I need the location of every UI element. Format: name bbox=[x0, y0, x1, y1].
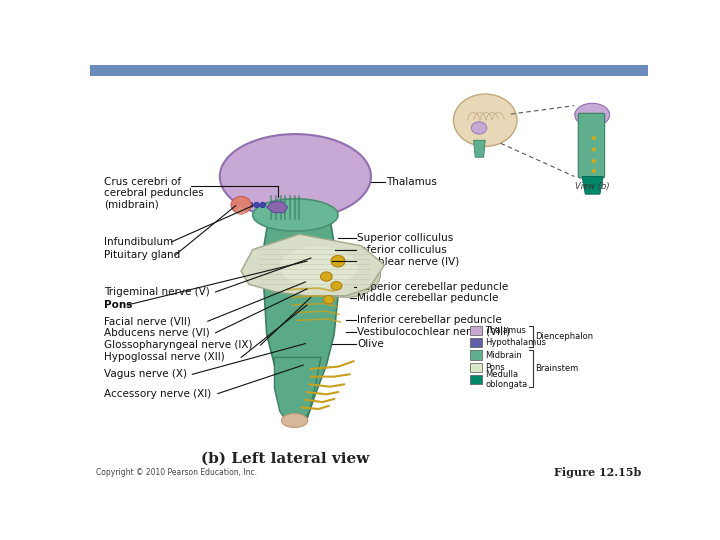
Polygon shape bbox=[262, 211, 338, 419]
Text: Pons: Pons bbox=[104, 300, 132, 310]
Text: Vagus nerve (X): Vagus nerve (X) bbox=[104, 369, 187, 379]
Text: Thalamus: Thalamus bbox=[485, 326, 526, 335]
Text: Facial nerve (VII): Facial nerve (VII) bbox=[104, 316, 191, 326]
Ellipse shape bbox=[254, 202, 259, 208]
Text: Figure 12.15b: Figure 12.15b bbox=[554, 468, 642, 478]
Text: Glossopharyngeal nerve (IX): Glossopharyngeal nerve (IX) bbox=[104, 340, 253, 350]
Text: View (b): View (b) bbox=[575, 182, 610, 191]
Ellipse shape bbox=[324, 295, 334, 304]
Text: Brainstem: Brainstem bbox=[535, 364, 578, 374]
Text: Vestibulocochlear nerve (VIII): Vestibulocochlear nerve (VIII) bbox=[357, 327, 510, 337]
Bar bbox=[469, 326, 482, 335]
Text: Crus cerebri of
cerebral peduncles
(midbrain): Crus cerebri of cerebral peduncles (midb… bbox=[104, 177, 204, 210]
Text: Copyright © 2010 Pearson Education, Inc.: Copyright © 2010 Pearson Education, Inc. bbox=[96, 468, 257, 477]
Ellipse shape bbox=[311, 251, 381, 298]
Text: Accessory nerve (XI): Accessory nerve (XI) bbox=[104, 389, 211, 399]
Text: Pituitary gland: Pituitary gland bbox=[104, 250, 180, 260]
Ellipse shape bbox=[260, 202, 266, 208]
Text: Thalamus: Thalamus bbox=[386, 177, 437, 187]
Ellipse shape bbox=[253, 199, 338, 231]
Ellipse shape bbox=[236, 207, 246, 215]
Text: Medulla
oblongata: Medulla oblongata bbox=[485, 370, 528, 389]
Polygon shape bbox=[474, 140, 485, 157]
Ellipse shape bbox=[575, 103, 610, 126]
Polygon shape bbox=[266, 202, 287, 213]
Text: Infundibulum: Infundibulum bbox=[104, 237, 174, 247]
Polygon shape bbox=[274, 357, 321, 423]
Ellipse shape bbox=[591, 136, 596, 140]
Bar bbox=[469, 375, 482, 384]
Text: Midbrain: Midbrain bbox=[485, 350, 522, 360]
Text: Hypoglossal nerve (XII): Hypoglossal nerve (XII) bbox=[104, 353, 225, 362]
Ellipse shape bbox=[472, 122, 487, 134]
Ellipse shape bbox=[248, 202, 253, 208]
Ellipse shape bbox=[331, 281, 342, 290]
Ellipse shape bbox=[331, 255, 345, 267]
Text: (b) Left lateral view: (b) Left lateral view bbox=[201, 452, 369, 466]
Bar bbox=[469, 363, 482, 372]
Text: Abducens nerve (VI): Abducens nerve (VI) bbox=[104, 328, 210, 338]
Text: Inferior cerebellar peduncle: Inferior cerebellar peduncle bbox=[357, 315, 502, 326]
Ellipse shape bbox=[282, 414, 307, 428]
Bar bbox=[90, 65, 648, 76]
Text: Middle cerebellar peduncle: Middle cerebellar peduncle bbox=[357, 293, 499, 303]
Text: Pons: Pons bbox=[485, 363, 505, 372]
Text: Olive: Olive bbox=[357, 339, 384, 348]
Ellipse shape bbox=[591, 147, 596, 151]
Ellipse shape bbox=[320, 272, 332, 281]
Ellipse shape bbox=[231, 197, 251, 213]
Bar bbox=[469, 350, 482, 360]
Text: Diencephalon: Diencephalon bbox=[535, 332, 593, 341]
Text: Superior colliculus: Superior colliculus bbox=[357, 233, 454, 243]
Ellipse shape bbox=[280, 247, 357, 287]
Ellipse shape bbox=[591, 159, 596, 163]
Ellipse shape bbox=[454, 94, 517, 146]
Text: Hypothalamus: Hypothalamus bbox=[485, 338, 546, 347]
Bar bbox=[469, 338, 482, 347]
Ellipse shape bbox=[220, 134, 371, 219]
Ellipse shape bbox=[591, 169, 596, 173]
Text: Trigeminal nerve (V): Trigeminal nerve (V) bbox=[104, 287, 210, 297]
Text: Trochlear nerve (IV): Trochlear nerve (IV) bbox=[357, 256, 459, 266]
Text: Superior cerebellar peduncle: Superior cerebellar peduncle bbox=[357, 281, 508, 292]
Polygon shape bbox=[241, 234, 384, 296]
Polygon shape bbox=[582, 177, 603, 194]
FancyBboxPatch shape bbox=[578, 113, 605, 178]
Text: Inferior colliculus: Inferior colliculus bbox=[357, 245, 447, 254]
